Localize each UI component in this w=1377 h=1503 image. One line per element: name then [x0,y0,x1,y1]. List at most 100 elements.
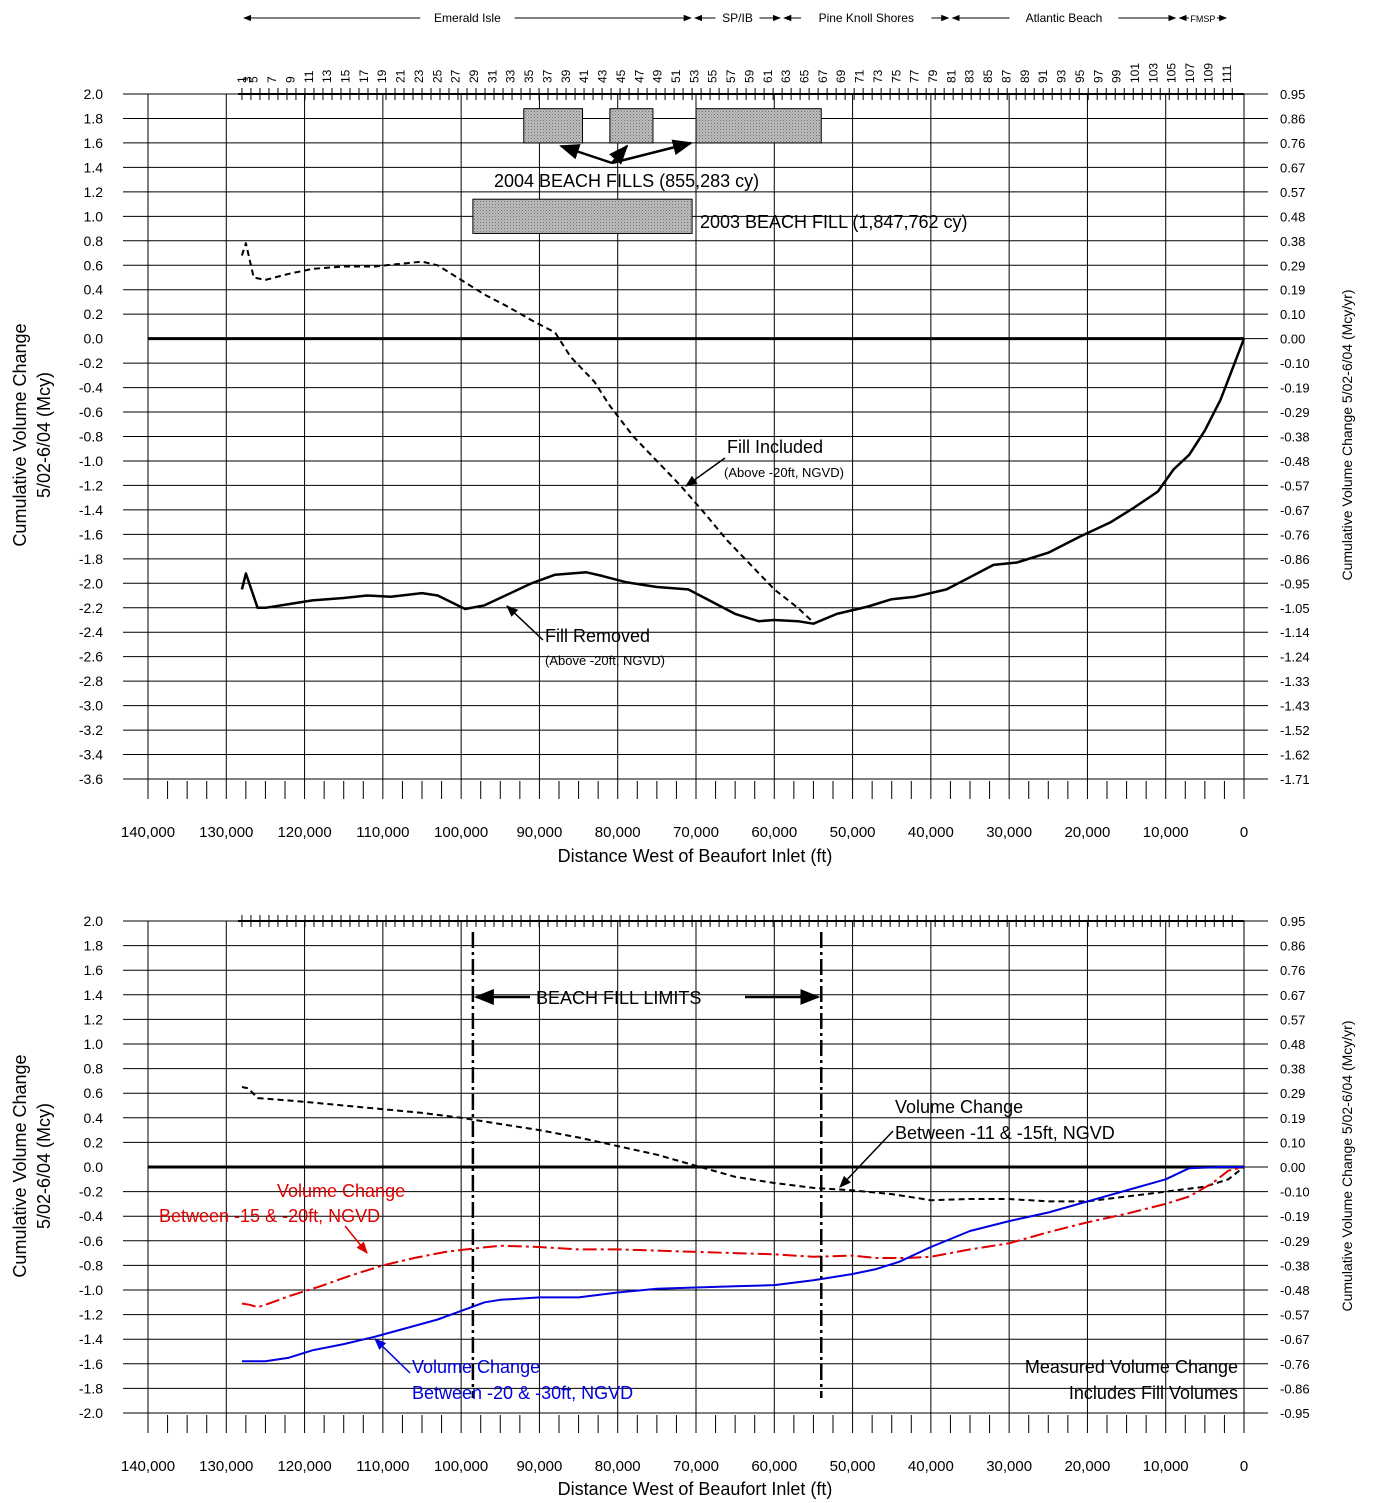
x-tick-label: 90,000 [516,1458,562,1475]
y-tick-label: 1.6 [84,135,104,151]
x-tick-label: 0 [1240,824,1248,841]
profile-number: 53 [687,69,701,83]
y-tick-label: -1.2 [79,477,103,493]
red-series-label-2: Between -15 & -20ft, NGVD [159,1206,380,1226]
black-series-label-1: Volume Change [895,1097,1023,1117]
profile-number: 25 [430,69,444,83]
beach-fill-box-1 [609,108,654,144]
profile-number: 85 [981,69,995,83]
y-tick-label: 1.4 [84,987,104,1003]
y2-tick-label: -1.43 [1280,699,1310,714]
y2-tick-label: -0.67 [1280,503,1310,518]
black-series-label-2: Between -11 & -15ft, NGVD [895,1123,1115,1143]
y-tick-label: -1.4 [79,502,103,518]
y2-tick-label: -1.62 [1280,748,1310,763]
x-axis-title-bottom: Distance West of Beaufort Inlet (ft) [558,1479,833,1499]
profile-number: 15 [339,69,353,83]
profile-number: 107 [1183,63,1197,83]
profile-number: 73 [871,69,885,83]
y-axis-title-top-1: Cumulative Volume Change [10,323,30,546]
y-tick-label: 1.0 [84,208,104,224]
x-tick-label: 10,000 [1143,1458,1189,1475]
x-tick-label: 50,000 [830,1458,876,1475]
y2-tick-label: -0.10 [1280,1185,1310,1200]
profile-number: 7 [265,76,279,83]
profile-number: 33 [504,69,518,83]
fill-arrow [559,144,613,165]
y-tick-label: -3.6 [79,771,103,787]
y2-tick-label: -0.76 [1280,527,1310,542]
y-tick-label: 2.0 [84,86,104,102]
fill-removed-arrow [506,605,544,641]
y-tick-label: -3.0 [79,698,103,714]
x-tick-label: 120,000 [277,1458,331,1475]
y2-tick-label: -0.57 [1280,1308,1310,1323]
series-line-0 [240,242,815,624]
x-tick-label: 60,000 [751,1458,797,1475]
y2-tick-label: 0.57 [1280,185,1305,200]
y2-tick-label: 0.10 [1280,1135,1305,1150]
y-tick-label: -1.4 [79,1331,103,1347]
y-tick-label: 0.0 [84,1159,104,1175]
profile-number: 3 [240,76,254,83]
y2-tick-label: 0.95 [1280,87,1305,102]
y2-tick-label: -1.52 [1280,723,1310,738]
x-tick-label: 30,000 [986,1458,1032,1475]
x-tick-label: 140,000 [121,824,175,841]
y2-tick-label: -0.19 [1280,1209,1310,1224]
y2-tick-label: -0.48 [1280,1283,1310,1298]
fill-2003-label: 2003 BEACH FILL (1,847,762 cy) [700,212,967,232]
fill-included-arrow [685,457,726,487]
y2-tick-label: 0.76 [1280,136,1305,151]
y-tick-label: -1.6 [79,526,103,542]
region-label: Atlantic Beach [1026,11,1103,25]
x-tick-label: 0 [1240,1458,1248,1475]
profile-number: 13 [320,69,334,83]
profile-number: 61 [761,69,775,83]
region-label: Pine Knoll Shores [819,11,914,25]
profile-number: 105 [1165,63,1179,83]
y2-tick-label: -1.24 [1280,650,1310,665]
y2-tick-label: -1.05 [1280,601,1310,616]
x-tick-label: 20,000 [1064,1458,1110,1475]
fill-removed-label: Fill Removed [545,626,650,646]
y-tick-label: 1.2 [84,1011,104,1027]
y-tick-label: 0.0 [84,331,104,347]
y-tick-label: -2.0 [79,1405,103,1421]
y-tick-label: -0.8 [79,429,103,445]
y-tick-label: 1.0 [84,1036,104,1052]
region-label: SP/IB [722,11,753,25]
beach-fill-box-0 [523,108,583,144]
y2-tick-label: -0.29 [1280,405,1310,420]
y2-tick-label: 0.67 [1280,988,1305,1003]
profile-number: 35 [522,69,536,83]
profile-number: 87 [1000,69,1014,83]
y2-axis-title-bottom: Cumulative Volume Change 5/02-6/04 (Mcy/… [1339,1020,1355,1311]
y-tick-label: -0.4 [79,380,103,396]
blue-series-arrow [374,1338,411,1374]
y-tick-label: 1.4 [84,159,104,175]
y-tick-label: 2.0 [84,913,104,929]
y-tick-label: -0.6 [79,1233,103,1249]
y2-tick-label: 0.19 [1280,283,1305,298]
profile-number: 91 [1036,69,1050,83]
x-axis-title-top: Distance West of Beaufort Inlet (ft) [558,846,833,866]
profile-number: 101 [1128,63,1142,83]
y2-tick-label: -0.95 [1280,576,1310,591]
profile-number: 93 [1055,69,1069,83]
y-tick-label: 0.4 [84,1110,104,1126]
y-tick-label: 0.8 [84,233,104,249]
x-tick-label: 90,000 [516,824,562,841]
profile-number: 77 [908,69,922,83]
note-label-1: Measured Volume Change [1025,1357,1238,1377]
profile-number: 69 [834,69,848,83]
y-tick-label: -3.4 [79,747,103,763]
profile-number: 39 [559,69,573,83]
x-tick-label: 130,000 [199,824,253,841]
y-tick-label: 1.2 [84,184,104,200]
y2-axis-title-top: Cumulative Volume Change 5/02-6/04 (Mcy/… [1339,289,1355,580]
fill-arrow [611,139,693,165]
series-line-1 [240,338,1246,625]
profile-number: 27 [449,69,463,83]
